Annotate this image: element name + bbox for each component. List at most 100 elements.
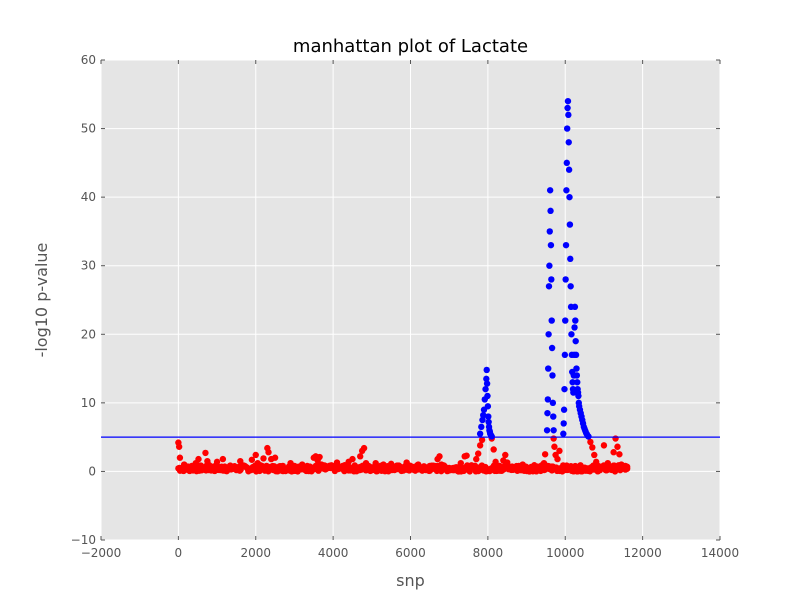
- data-point: [283, 466, 290, 474]
- data-point: [478, 423, 485, 431]
- data-point: [483, 366, 490, 374]
- data-point: [256, 465, 263, 472]
- y-tick-label: 20: [81, 327, 96, 341]
- y-tick-label: 10: [81, 396, 96, 410]
- data-point: [333, 459, 341, 466]
- data-point: [565, 111, 572, 119]
- data-point: [550, 435, 557, 442]
- data-point: [548, 317, 555, 324]
- data-point: [316, 453, 323, 461]
- y-tick-label: −10: [71, 533, 96, 547]
- y-axis-label: -log10 p-value: [32, 243, 51, 358]
- data-point: [403, 459, 410, 466]
- data-point: [480, 412, 487, 419]
- data-point: [545, 331, 552, 338]
- data-point: [502, 451, 509, 459]
- data-point: [547, 207, 554, 215]
- data-point: [457, 460, 464, 467]
- data-point: [585, 433, 592, 440]
- data-point: [563, 125, 571, 132]
- data-point: [399, 464, 406, 472]
- data-point: [362, 460, 370, 467]
- data-point: [598, 464, 606, 472]
- x-tick-label: 14000: [701, 546, 739, 560]
- data-point: [556, 447, 563, 455]
- y-tick-label: 0: [88, 464, 96, 478]
- data-point: [572, 317, 579, 324]
- data-point: [244, 466, 252, 473]
- y-tick-labels: −10 0 10 20 30 40 50 60: [71, 53, 96, 547]
- data-point: [492, 458, 499, 466]
- data-point: [563, 187, 570, 194]
- data-point: [608, 464, 615, 471]
- data-point: [279, 462, 287, 470]
- data-point: [453, 464, 461, 471]
- data-point: [623, 465, 631, 472]
- data-point: [538, 466, 546, 473]
- data-point: [565, 166, 573, 173]
- data-point: [546, 228, 553, 235]
- data-point: [483, 375, 490, 383]
- data-point: [219, 455, 227, 463]
- data-point: [562, 317, 569, 324]
- data-point: [551, 443, 558, 450]
- data-point: [463, 452, 470, 459]
- data-point: [517, 466, 524, 474]
- data-point: [614, 443, 621, 450]
- data-point: [213, 458, 221, 466]
- data-point: [430, 465, 437, 472]
- data-points: [175, 97, 631, 475]
- data-point: [475, 450, 482, 457]
- data-point: [571, 324, 578, 331]
- data-point: [545, 283, 553, 290]
- data-point: [610, 449, 617, 456]
- data-point: [476, 430, 484, 437]
- data-point: [549, 399, 557, 407]
- x-tick-label: 2000: [240, 546, 271, 560]
- data-point: [587, 438, 594, 446]
- data-point: [566, 221, 574, 228]
- x-tick-label: 4000: [318, 546, 349, 560]
- data-point: [271, 454, 279, 461]
- data-point: [544, 396, 552, 403]
- y-tick-label: 50: [81, 122, 96, 136]
- data-point: [482, 385, 489, 393]
- data-point: [560, 430, 567, 437]
- x-tick-label: 10000: [546, 546, 584, 560]
- data-point: [562, 241, 570, 249]
- data-point: [469, 464, 476, 471]
- data-point: [561, 351, 569, 359]
- data-point: [569, 379, 576, 386]
- data-point: [571, 303, 579, 311]
- x-axis-label: snp: [396, 571, 425, 590]
- data-point: [564, 104, 571, 112]
- data-point: [541, 451, 549, 458]
- data-point: [237, 457, 244, 465]
- data-point: [438, 461, 445, 468]
- data-point: [563, 159, 570, 167]
- data-point: [368, 464, 376, 471]
- data-point: [254, 460, 261, 467]
- data-point: [478, 436, 486, 444]
- data-point: [567, 255, 574, 263]
- chart-title: manhattan plot of Lactate: [293, 36, 528, 57]
- data-point: [202, 449, 209, 457]
- y-tick-label: 40: [81, 190, 96, 204]
- data-point: [488, 433, 495, 440]
- data-point: [560, 420, 567, 427]
- data-point: [600, 442, 608, 449]
- data-point: [574, 379, 581, 386]
- data-point: [549, 372, 556, 379]
- data-point: [546, 262, 553, 269]
- data-point: [360, 444, 368, 452]
- data-point: [269, 464, 277, 471]
- data-point: [357, 453, 364, 460]
- data-point: [573, 365, 580, 372]
- data-point: [329, 464, 337, 471]
- data-point: [209, 464, 217, 471]
- data-point: [575, 392, 582, 400]
- data-point: [411, 466, 418, 473]
- data-point: [560, 406, 568, 413]
